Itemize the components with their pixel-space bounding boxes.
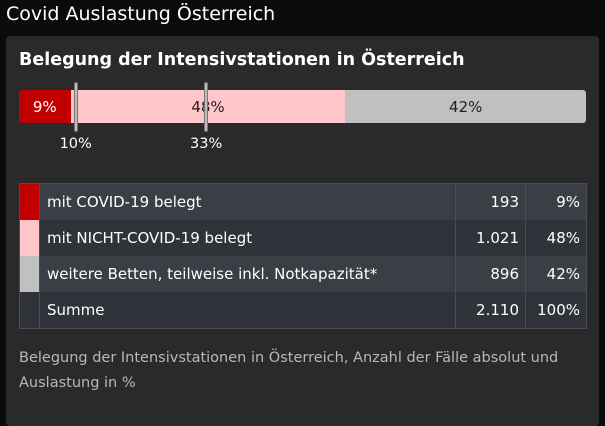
bar-segment: 9%	[19, 90, 71, 123]
row-label: mit NICHT-COVID-19 belegt	[39, 220, 456, 256]
card-title: Belegung der Intensivstationen in Österr…	[19, 50, 465, 70]
table-row: mit NICHT-COVID-19 belegt 1.021 48%	[19, 220, 587, 256]
threshold-marker	[73, 82, 78, 132]
table-row: weitere Betten, teilweise inkl. Notkapaz…	[19, 256, 587, 292]
table-row: Summe 2.110 100%	[19, 292, 587, 329]
row-label: weitere Betten, teilweise inkl. Notkapaz…	[39, 256, 456, 292]
row-count: 2.110	[455, 292, 526, 329]
table-row: mit COVID-19 belegt 193 9%	[19, 183, 587, 220]
row-percent: 9%	[525, 183, 587, 220]
segment-label: 9%	[32, 97, 57, 116]
row-count: 896	[455, 256, 526, 292]
row-percent: 48%	[525, 220, 587, 256]
row-label: mit COVID-19 belegt	[39, 183, 456, 220]
icu-card: Belegung der Intensivstationen in Österr…	[6, 36, 599, 426]
stacked-bar: 9%48%42%	[19, 90, 586, 123]
threshold-marker	[204, 82, 209, 132]
app-title: Covid Auslastung Österreich	[6, 3, 276, 25]
row-label: Summe	[39, 292, 456, 329]
color-swatch	[19, 183, 40, 220]
color-swatch	[19, 292, 40, 329]
threshold-label: 33%	[189, 136, 223, 152]
color-swatch	[19, 220, 40, 256]
caption: Belegung der Intensivstationen in Österr…	[19, 350, 559, 391]
bar-segment: 42%	[345, 90, 586, 123]
row-count: 1.021	[455, 220, 526, 256]
row-percent: 42%	[525, 256, 587, 292]
legend-table: mit COVID-19 belegt 193 9% mit NICHT-COV…	[19, 183, 587, 329]
row-percent: 100%	[525, 292, 587, 329]
segment-label: 42%	[449, 97, 483, 116]
row-count: 193	[455, 183, 526, 220]
color-swatch	[19, 256, 40, 292]
threshold-label: 10%	[59, 136, 92, 152]
